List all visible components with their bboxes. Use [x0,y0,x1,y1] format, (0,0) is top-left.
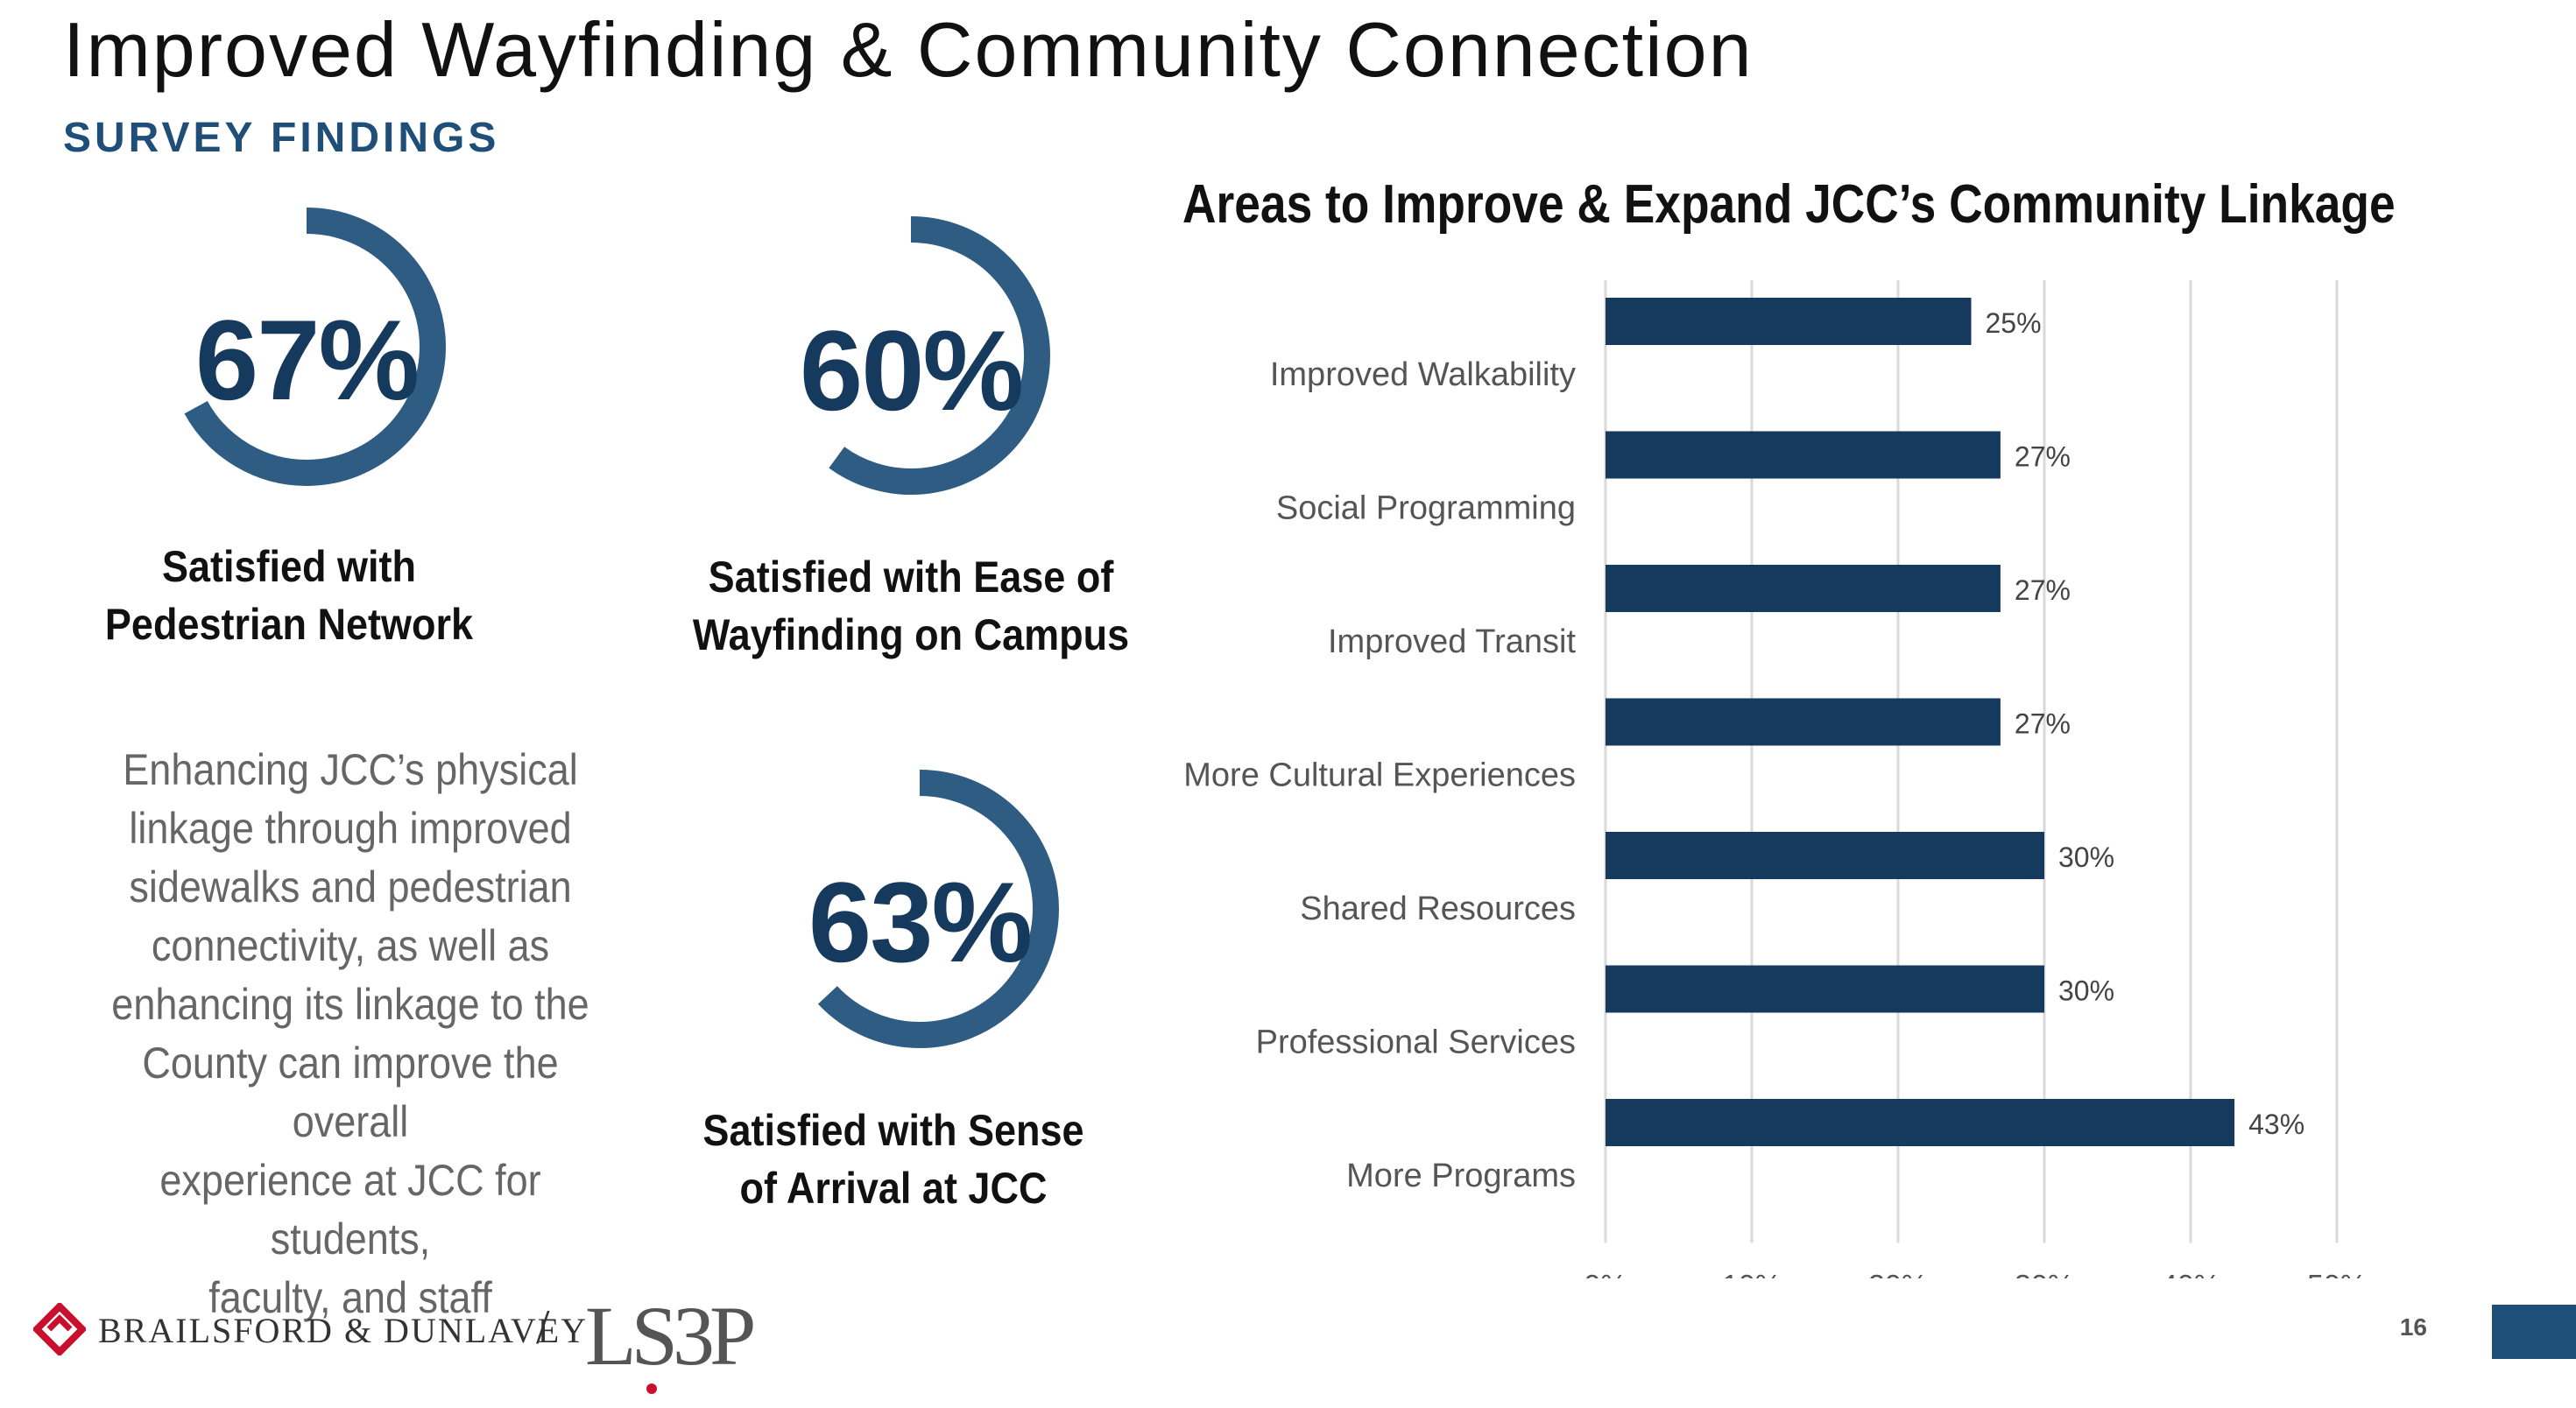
x-tick-label: 30% [2015,1270,2074,1279]
x-tick-label: 10% [1722,1270,1782,1279]
bar [1606,431,2001,479]
stat-sense-of-arrival: 63% [762,751,1077,1067]
stat-value: 63% [808,858,1033,986]
brand-right-logo: LS3P [585,1289,756,1383]
x-tick-label: 50% [2307,1270,2367,1279]
chart-title: Areas to Improve & Expand JCC’s Communit… [1182,174,2396,235]
category-label: Improved Transit [1328,623,1576,660]
category-label: Professional Services [1256,1024,1576,1061]
data-label: 27% [2015,574,2071,606]
x-tick-label: 20% [1868,1270,1928,1279]
data-label: 43% [2248,1109,2304,1140]
bar [1606,832,2044,879]
brand-right-dot [646,1383,657,1394]
progress-ring [167,208,446,486]
brand-separator: / [536,1300,550,1355]
bar [1606,298,1972,345]
data-label: 27% [2015,441,2071,473]
data-label: 30% [2058,841,2114,873]
x-tick-label: 40% [2161,1270,2220,1279]
stat-label: Satisfied with Pedestrian Network [104,542,474,649]
bar [1606,1099,2235,1146]
progress-ring [772,216,1050,495]
page-number: 16 [2399,1313,2427,1341]
brand-mark-icon [32,1301,88,1357]
bar-chart: 0% 10% 20% 30% 40% 50% 25% Improved Walkability… [1183,280,2367,1279]
brand-left-text: BRAILSFORD & DUNLAVEY [98,1311,589,1350]
body-text: Enhancing JCC’s physical linkage through… [111,745,589,1322]
stat-wayfinding-campus: 60% [753,198,1069,513]
stat-label: Satisfied with Ease of Wayfinding on Camp… [692,553,1130,659]
stat-value: 67% [194,296,420,424]
corner-accent-block [2492,1305,2576,1359]
stat-value: 60% [799,306,1024,434]
brailsford-logo [32,1301,88,1357]
bar [1606,965,2044,1013]
category-label: More Cultural Experiences [1183,757,1576,794]
stat-pedestrian-network: 67% [149,189,464,504]
category-label: Shared Resources [1300,891,1576,927]
page-subtitle: SURVEY FINDINGS [63,115,500,161]
stat-label: Satisfied with Sense of Arrival at JCC [702,1106,1084,1213]
bar [1606,698,2001,746]
data-label: 27% [2015,708,2071,740]
category-label: Improved Walkability [1270,356,1576,393]
data-label: 30% [2058,975,2114,1007]
page-title: Improved Wayfinding & Community Connecti… [63,6,1754,93]
x-tick-label: 0% [1584,1270,1627,1279]
category-label: Social Programming [1276,490,1576,527]
progress-ring [780,770,1059,1048]
data-label: 25% [1986,307,2042,339]
category-label: More Programs [1346,1158,1576,1194]
bar [1606,565,2001,612]
